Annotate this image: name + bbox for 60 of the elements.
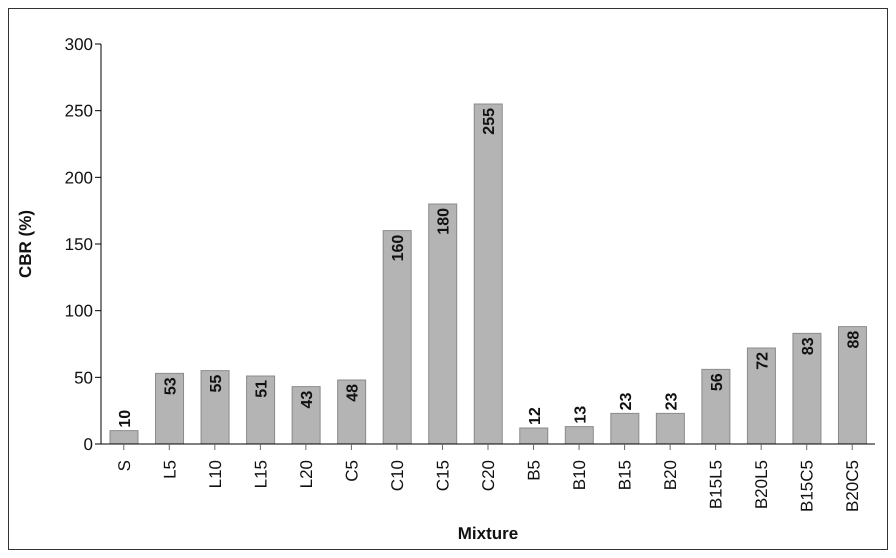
data-label: 83 xyxy=(800,337,817,356)
data-label: 48 xyxy=(344,384,362,402)
x-tick-label: B15L5 xyxy=(706,460,726,510)
data-label: 255 xyxy=(481,108,498,135)
x-tick-label: L5 xyxy=(160,460,180,479)
y-tick-label: 100 xyxy=(64,302,93,321)
x-tick-label: L15 xyxy=(251,460,270,488)
data-label: 180 xyxy=(436,208,453,235)
data-label: 56 xyxy=(708,373,726,392)
data-label: 160 xyxy=(390,234,408,262)
x-tick-label: C5 xyxy=(342,460,362,482)
bar xyxy=(292,386,321,444)
data-label: 13 xyxy=(572,406,590,424)
y-tick-label: 50 xyxy=(74,368,93,388)
bar xyxy=(610,412,640,444)
bar xyxy=(200,370,230,444)
bar xyxy=(564,426,594,444)
x-tick-label: B15C5 xyxy=(798,460,817,512)
x-tick-label: C15 xyxy=(433,460,452,492)
data-label: 12 xyxy=(526,407,544,425)
bar xyxy=(838,326,867,444)
data-label: 55 xyxy=(208,374,226,392)
x-tick-label: B10 xyxy=(570,460,590,490)
data-label: 53 xyxy=(162,377,180,396)
data-label: 10 xyxy=(117,410,134,428)
x-axis-title: Mixture xyxy=(458,524,518,543)
x-tick-label: B20L5 xyxy=(752,460,772,510)
data-label: 72 xyxy=(754,352,772,370)
bar xyxy=(746,348,776,444)
bar xyxy=(474,104,503,444)
data-label: 43 xyxy=(299,390,316,408)
x-tick-label: L20 xyxy=(296,460,316,488)
bar xyxy=(519,428,548,444)
bar xyxy=(382,230,412,444)
data-label: 51 xyxy=(254,380,271,398)
y-tick-label: 250 xyxy=(64,102,93,121)
x-tick-label: B15 xyxy=(616,460,635,490)
x-tick-label: B5 xyxy=(524,460,544,481)
data-label: 23 xyxy=(618,392,635,410)
bar xyxy=(656,412,685,444)
x-tick-label: S xyxy=(114,460,134,472)
bar xyxy=(155,372,184,444)
y-tick-label: 150 xyxy=(64,235,93,254)
bar xyxy=(110,430,138,444)
y-tick-label: 200 xyxy=(64,168,93,188)
bar xyxy=(792,332,822,444)
y-axis-title: CBR (%) xyxy=(16,210,36,278)
data-label: 88 xyxy=(845,330,862,348)
y-tick-label: 300 xyxy=(64,35,93,54)
x-tick-label: C10 xyxy=(388,460,407,492)
bar xyxy=(246,376,276,444)
bar xyxy=(701,368,730,444)
data-label: 23 xyxy=(663,392,680,410)
bar xyxy=(337,380,366,444)
y-tick-label: 0 xyxy=(84,435,93,454)
x-tick-label: L10 xyxy=(206,460,225,488)
x-tick-label: B20 xyxy=(661,460,680,490)
x-tick-label: B20C5 xyxy=(843,460,862,512)
bar xyxy=(428,204,458,444)
x-tick-label: C20 xyxy=(479,460,498,492)
